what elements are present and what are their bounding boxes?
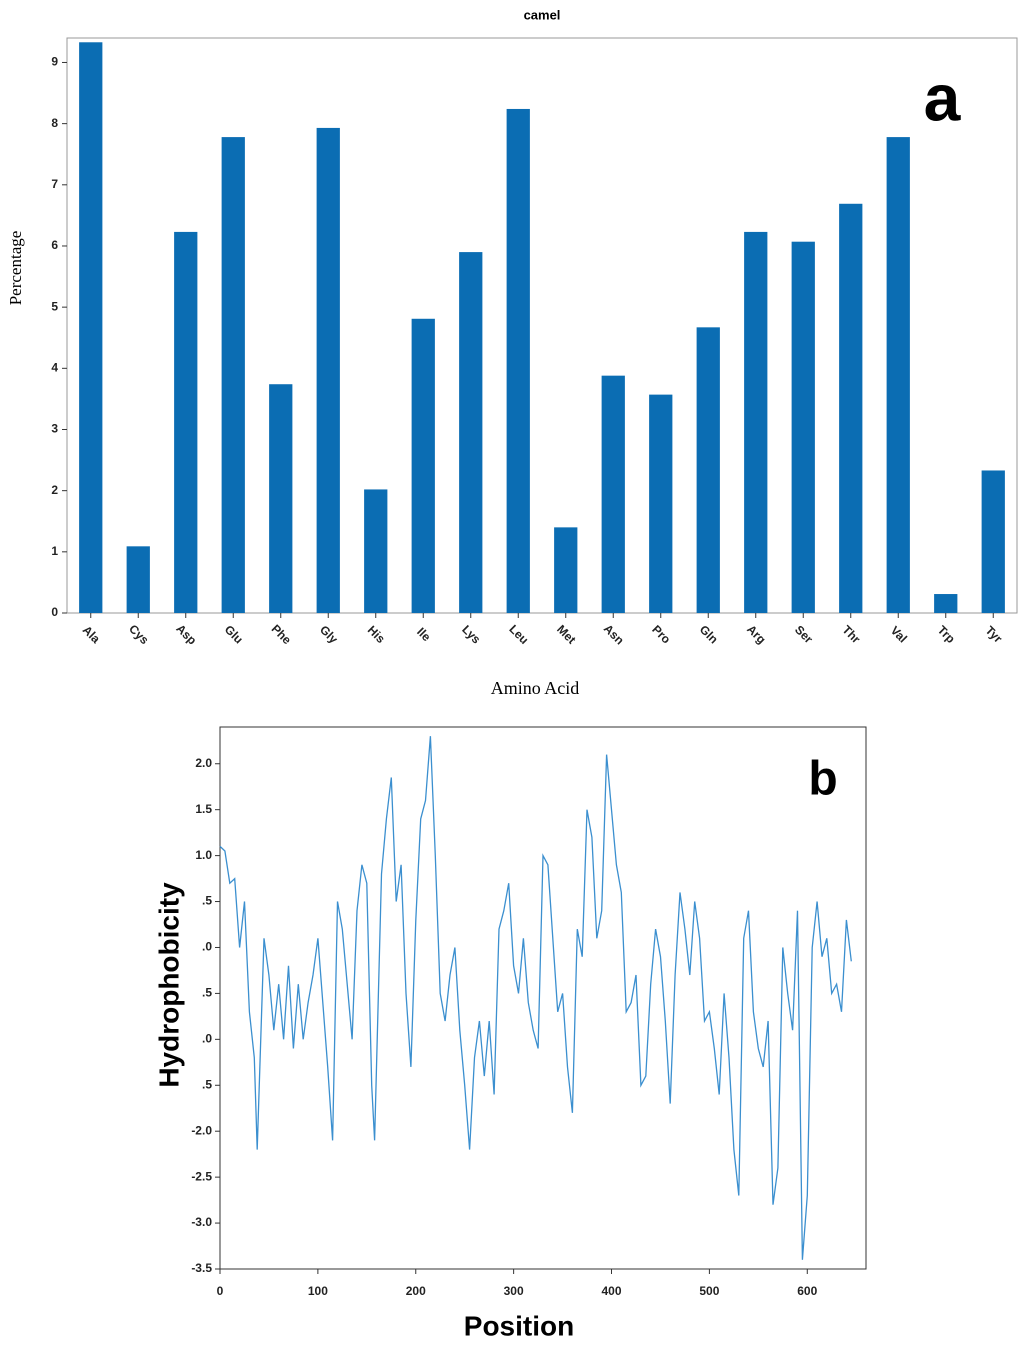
y-tick-label: 8 xyxy=(51,116,58,130)
bar xyxy=(269,384,293,613)
bar xyxy=(791,241,815,613)
y-tick-label: .5 xyxy=(202,986,212,1000)
x-tick-label: Lys xyxy=(459,622,483,646)
y-tick-label: 1.5 xyxy=(195,802,212,816)
x-tick-label: 100 xyxy=(308,1284,328,1298)
bar xyxy=(316,127,340,613)
y-tick-label: .5 xyxy=(202,1077,212,1091)
bar xyxy=(601,375,625,613)
x-tick-label: Asn xyxy=(601,621,627,647)
x-tick-label: 600 xyxy=(797,1284,817,1298)
y-tick-label: 1 xyxy=(51,544,58,558)
bar xyxy=(696,327,720,613)
y-tick-label: -2.5 xyxy=(191,1169,212,1183)
y-tick-label: 6 xyxy=(51,238,58,252)
bar xyxy=(649,394,673,613)
x-tick-label: 200 xyxy=(406,1284,426,1298)
y-tick-label: 2.0 xyxy=(195,756,212,770)
bar xyxy=(886,137,910,613)
panel-label: b xyxy=(808,753,837,806)
bar xyxy=(174,231,198,613)
x-tick-label: 500 xyxy=(699,1284,719,1298)
bar xyxy=(221,137,245,613)
x-tick-label: Ile xyxy=(414,625,434,645)
bar xyxy=(506,108,530,613)
y-tick-label: 7 xyxy=(51,177,58,191)
bar xyxy=(744,231,768,613)
bar xyxy=(79,42,103,613)
y-tick-label: .5 xyxy=(202,894,212,908)
bar xyxy=(981,470,1005,613)
y-tick-label: -3.0 xyxy=(191,1215,212,1229)
y-tick-label: 0 xyxy=(51,605,58,619)
x-tick-label: Asp xyxy=(173,621,199,647)
x-tick-label: 300 xyxy=(504,1284,524,1298)
y-tick-label: -2.0 xyxy=(191,1123,212,1137)
y-tick-label: .0 xyxy=(202,1032,212,1046)
y-tick-label: 4 xyxy=(51,360,58,374)
chart-title: camel xyxy=(524,7,561,22)
y-axis-label: Hydrophobicity xyxy=(153,882,184,1088)
x-axis-label: Position xyxy=(464,1310,574,1341)
x-tick-label: His xyxy=(365,623,388,646)
x-tick-label: Ala xyxy=(80,623,103,646)
x-tick-label: Glu xyxy=(222,622,246,646)
x-tick-label: Thr xyxy=(840,623,864,647)
y-tick-label: .0 xyxy=(202,940,212,954)
bar xyxy=(554,527,578,613)
bar xyxy=(934,594,958,613)
bar xyxy=(839,203,863,613)
panel-label: a xyxy=(924,60,962,134)
y-axis-label: Percentage xyxy=(6,231,25,306)
bar xyxy=(411,318,435,613)
x-tick-label: Cys xyxy=(126,622,152,648)
x-tick-label: Ser xyxy=(792,623,816,647)
x-axis-label: Amino Acid xyxy=(491,678,580,698)
x-tick-label: Val xyxy=(888,623,910,645)
x-tick-label: Gln xyxy=(697,622,721,646)
y-tick-label: 9 xyxy=(51,55,58,69)
bar xyxy=(364,489,388,613)
line xyxy=(219,736,852,1260)
x-tick-label: Gly xyxy=(317,623,341,647)
y-tick-label: 3 xyxy=(51,422,58,436)
y-tick-label: 2 xyxy=(51,483,58,497)
y-tick-label: -3.5 xyxy=(191,1261,212,1275)
y-tick-label: 1.0 xyxy=(195,848,212,862)
bar xyxy=(126,546,150,613)
bar xyxy=(459,252,483,613)
x-tick-label: Leu xyxy=(506,622,531,647)
x-tick-label: 400 xyxy=(601,1284,621,1298)
x-tick-label: Pro xyxy=(649,622,673,646)
x-tick-label: Met xyxy=(554,622,579,647)
x-tick-label: 0 xyxy=(217,1284,224,1298)
plot-frame xyxy=(219,726,867,1270)
x-tick-label: Arg xyxy=(744,622,769,647)
x-tick-label: Tyr xyxy=(983,623,1006,646)
plot-frame xyxy=(66,37,1018,614)
x-tick-label: Trp xyxy=(935,623,958,646)
x-tick-label: Phe xyxy=(269,622,295,648)
y-tick-label: 5 xyxy=(51,299,58,313)
